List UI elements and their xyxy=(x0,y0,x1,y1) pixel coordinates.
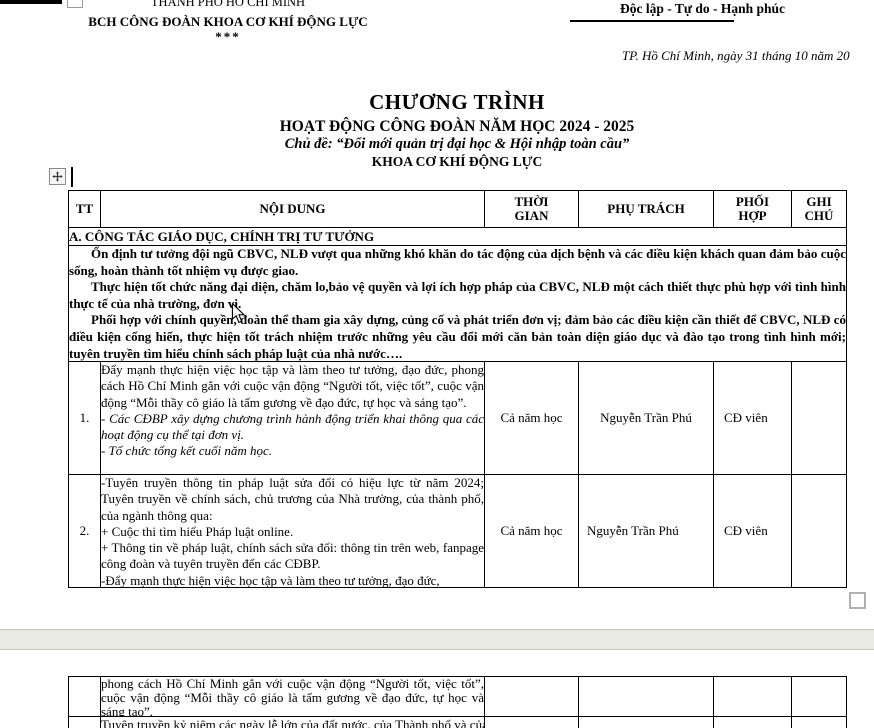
row2-coop: CĐ viên xyxy=(713,474,792,588)
row2-continuation: phong cách Hồ Chí Minh gắn với cuộc vận … xyxy=(68,676,847,717)
intro-paragraph: Phối hợp với chính quyền, đoàn thể tham … xyxy=(69,312,846,361)
row1-time: Cả năm học xyxy=(484,361,579,475)
col-header-time: THỜI GIAN xyxy=(484,190,579,228)
partial-coop xyxy=(713,716,792,728)
place-date-line: TP. Hồ Chí Minh, ngày 31 tháng 10 năm 20 xyxy=(622,48,850,63)
section-a-row: A. CÔNG TÁC GIÁO DỤC, CHÍNH TRỊ TƯ TƯỞNG xyxy=(68,227,847,246)
partial-content: Tuyên truyền kỷ niệm các ngày lễ lớn của… xyxy=(100,716,485,728)
org-stars: *** xyxy=(215,29,241,44)
resize-handle-square[interactable] xyxy=(849,592,866,609)
row1-content: Đẩy mạnh thực hiện việc học tập và làm t… xyxy=(100,361,485,475)
motto-line: Độc lập - Tự do - Hạnh phúc xyxy=(619,1,786,16)
program-table-continued: phong cách Hồ Chí Minh gắn với cuộc vận … xyxy=(68,676,847,728)
partial-note xyxy=(791,716,847,728)
cont-note xyxy=(791,676,847,717)
document-theme: Chủ đề: “Đổi mới quản trị đại học & Hội … xyxy=(284,136,630,152)
row2-content-line: -Đẩy mạnh thực hiện việc học tập và làm … xyxy=(101,572,440,588)
text-caret xyxy=(71,167,73,187)
partial-tt xyxy=(68,716,101,728)
cont-tt xyxy=(68,676,101,717)
row2-note xyxy=(791,474,847,588)
document-subtitle: HOẠT ĐỘNG CÔNG ĐOÀN NĂM HỌC 2024 - 2025 xyxy=(279,118,635,135)
cont-coop xyxy=(713,676,792,717)
partial-time xyxy=(484,716,579,728)
document-title: CHƯƠNG TRÌNH xyxy=(369,90,545,114)
program-table: TT NỘI DUNG THỜI GIAN PHỤ TRÁCH PHỐI HỢP… xyxy=(68,190,847,588)
row1-incharge: Nguyễn Trần Phú xyxy=(578,361,714,475)
col-header-tt: TT xyxy=(68,190,101,228)
cont-content: phong cách Hồ Chí Minh gắn với cuộc vận … xyxy=(100,676,485,717)
org-union-line: BCH CÔNG ĐOÀN KHOA CƠ KHÍ ĐỘNG LỰC xyxy=(88,14,368,29)
table-header-row: TT NỘI DUNG THỜI GIAN PHỤ TRÁCH PHỐI HỢP… xyxy=(68,190,847,228)
row1-content-italic: - Các CĐBP xây dựng chương trình hành độ… xyxy=(101,410,484,443)
partial-incharge xyxy=(578,716,714,728)
row1-tt: 1. xyxy=(68,361,101,475)
arrow-cursor-icon xyxy=(231,302,246,324)
intro-paragraph: Thực hiện tốt chức năng đại diện, chăm l… xyxy=(69,279,846,311)
table-row-2: 2. -Tuyên truyền thông tin pháp luật sửa… xyxy=(68,474,847,588)
cont-incharge xyxy=(578,676,714,717)
partial-clipped-row: Tuyên truyền kỷ niệm các ngày lễ lớn của… xyxy=(68,716,847,728)
page-separator xyxy=(0,629,874,650)
row1-note xyxy=(791,361,847,475)
intro-paragraph: Ổn định tư tưởng đội ngũ CBVC, NLĐ vượt … xyxy=(69,246,846,278)
row2-content-line: + Thông tin về pháp luật, chính sách sửa… xyxy=(101,540,484,572)
intro-cell: Ổn định tư tưởng đội ngũ CBVC, NLĐ vượt … xyxy=(68,245,847,362)
row2-content: -Tuyên truyền thông tin pháp luật sửa đổ… xyxy=(100,474,485,588)
table-move-handle[interactable] xyxy=(49,168,66,185)
org-city-line: THÀNH PHỐ HỒ CHÍ MINH xyxy=(150,0,306,9)
top-clipped-checkbox[interactable] xyxy=(67,0,83,8)
col-header-note: GHI CHÚ xyxy=(791,190,847,228)
row2-tt: 2. xyxy=(68,474,101,588)
col-header-coop: PHỐI HỢP xyxy=(713,190,792,228)
col-header-incharge: PHỤ TRÁCH xyxy=(578,190,714,228)
row2-content-line: + Cuộc thi tìm hiểu Pháp luật online. xyxy=(101,523,294,539)
cont-content-text: phong cách Hồ Chí Minh gắn với cuộc vận … xyxy=(101,677,484,716)
cont-time xyxy=(484,676,579,717)
table-move-icon xyxy=(52,171,63,182)
col-header-content: NỘI DUNG xyxy=(100,190,485,228)
motto-underline xyxy=(570,20,734,22)
top-edge-black-bar xyxy=(0,0,62,4)
row2-content-line: -Tuyên truyền thông tin pháp luật sửa đổ… xyxy=(101,475,484,523)
row1-content-main: Đẩy mạnh thực hiện việc học tập và làm t… xyxy=(101,362,484,410)
table-row-1: 1. Đẩy mạnh thực hiện việc học tập và là… xyxy=(68,361,847,475)
document-unit: KHOA CƠ KHÍ ĐỘNG LỰC xyxy=(371,154,543,169)
intro-row: Ổn định tư tưởng đội ngũ CBVC, NLĐ vượt … xyxy=(68,245,847,362)
row1-content-italic: - Tổ chức tổng kết cuối năm học. xyxy=(101,443,273,459)
section-a-title: A. CÔNG TÁC GIÁO DỤC, CHÍNH TRỊ TƯ TƯỞNG xyxy=(68,227,847,246)
row1-coop: CĐ viên xyxy=(713,361,792,475)
row2-incharge: Nguyễn Trần Phú xyxy=(578,474,714,588)
row2-time: Cả năm học xyxy=(484,474,579,588)
